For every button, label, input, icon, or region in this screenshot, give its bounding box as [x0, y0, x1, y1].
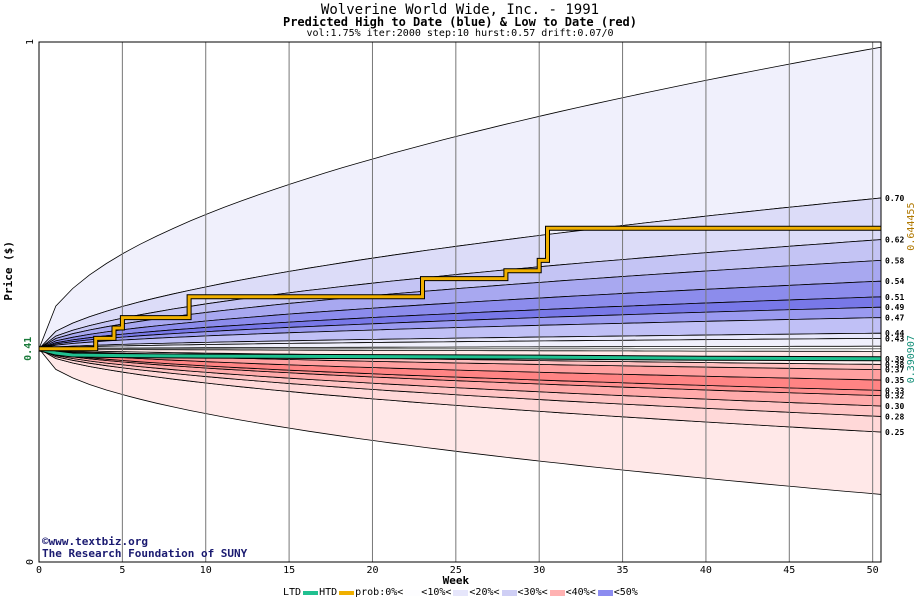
chart-parameters: vol:1.75% iter:2000 step:10 hurst:0.57 d…: [306, 28, 614, 39]
plot-frame: [38, 41, 882, 563]
low-band-label: 0.28: [885, 412, 904, 421]
htd-final-value: 0.644455: [906, 203, 917, 251]
high-band-label: 0.58: [885, 256, 904, 265]
x-tick-label: 20: [366, 565, 378, 576]
low-band-label: 0.37: [885, 366, 904, 375]
axis-labels: 0 5 10 15 20 25 30 35 40 45 50 Week 0 1 Price ($) 0.41 0…: [2, 39, 917, 587]
legend-prob-label: prob:0%<: [355, 587, 404, 598]
legend-htd-swatch: [339, 590, 355, 595]
x-axis-label: Week: [443, 574, 470, 587]
x-tick-label: 50: [867, 565, 879, 576]
low-band-label: 0.25: [885, 428, 904, 437]
low-band-label: 0.30: [885, 402, 904, 411]
credit-organization: The Research Foundation of SUNY: [42, 547, 248, 560]
legend-ltd-label: LTD: [283, 587, 302, 598]
y-tick-label: 1: [25, 39, 36, 45]
series-lines: [38, 225, 882, 362]
htd-line: [39, 226, 881, 351]
legend-bin-label: <50%: [613, 587, 638, 598]
chart-title: Wolverine World Wide, Inc. - 1991: [320, 2, 600, 18]
probability-bands: [38, 46, 882, 495]
x-tick-label: 15: [283, 565, 295, 576]
legend-bin-swatch: [405, 589, 421, 596]
legend-bin-swatch: [597, 589, 613, 596]
legend-bin-label: <20%<: [469, 587, 500, 598]
legend-bin-label: <10%<: [421, 587, 452, 598]
high-band-label: 0.44: [885, 329, 904, 338]
x-tick-label: 40: [700, 565, 712, 576]
x-tick-label: 25: [450, 565, 462, 576]
high-band-label: 0.43: [885, 334, 904, 343]
ltd-line: [38, 347, 882, 361]
start-price-label: 0.41: [23, 337, 34, 361]
legend-ltd-swatch: [303, 590, 319, 595]
y-tick-label: 0: [25, 559, 36, 565]
low-band-label: 0.35: [885, 376, 904, 385]
legend-htd-label: HTD: [319, 587, 338, 598]
ltd-final-value: 0.390907: [906, 335, 917, 383]
legend-bin-swatch: [549, 589, 565, 596]
high-band-label: 0.54: [885, 277, 904, 286]
x-tick-label: 0: [36, 565, 42, 576]
axes: [38, 41, 882, 563]
legend-bin-label: <30%<: [517, 587, 548, 598]
grid-lines: [39, 42, 881, 562]
chart-subtitle: Predicted High to Date (blue) & Low to D…: [282, 15, 637, 29]
y-axis-label: Price ($): [2, 241, 15, 301]
low-band-label: 0.39: [885, 355, 904, 364]
legend-bin-label: <40%<: [565, 587, 596, 598]
x-tick-label: 5: [119, 565, 125, 576]
credit-website: ©www.textbiz.org: [42, 535, 148, 548]
high-band-label: 0.47: [885, 314, 904, 323]
x-tick-label: 10: [200, 565, 212, 576]
low-band-label: 0.38: [885, 360, 904, 369]
low-band-label: 0.32: [885, 392, 904, 401]
legend: LTD HTD prob:0%< <10%< <20%< <30%< <40%<…: [283, 587, 639, 598]
legend-bin-swatch: [453, 589, 469, 596]
high-band-label: 0.62: [885, 236, 904, 245]
high-band-label: 0.51: [885, 293, 904, 302]
x-tick-label: 45: [783, 565, 795, 576]
low-band-label: 0.33: [885, 386, 904, 395]
high-band-label: 0.70: [885, 194, 904, 203]
legend-bin-swatch: [501, 589, 517, 596]
x-tick-label: 30: [533, 565, 545, 576]
x-tick-label: 35: [617, 565, 629, 576]
high-band-label: 0.49: [885, 303, 904, 312]
